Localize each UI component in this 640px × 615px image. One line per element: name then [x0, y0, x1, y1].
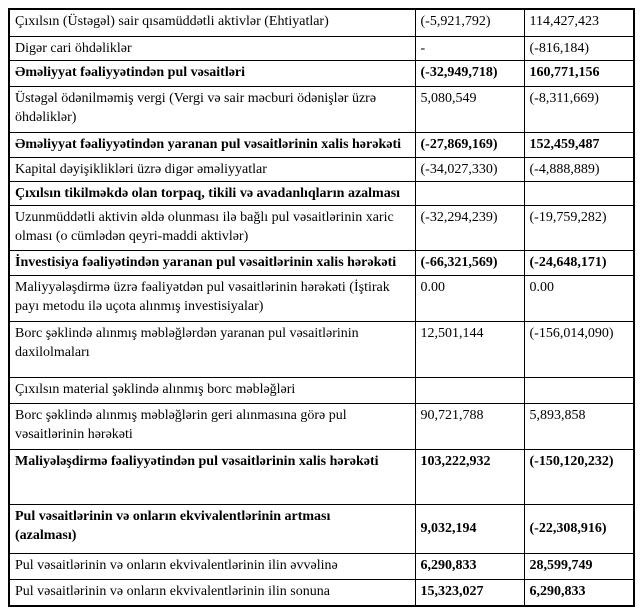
table-row: Üstəgəl ödənilməmiş vergi (Vergi və sair…	[8, 85, 635, 133]
value-col2: 152,459,487	[523, 131, 635, 158]
value-col1: 0.00	[414, 274, 525, 322]
value-col2: 6,290,833	[523, 578, 635, 607]
row-label: Pul vəsaitlərinin və onların ekvivalentl…	[8, 578, 416, 607]
value-col2: (-156,014,090)	[523, 320, 635, 378]
row-label: İnvestisiya fəaliyətindən yaranan pul və…	[8, 249, 416, 276]
table-row-total: Əməliyyat fəaliyyətindən yaranan pul vəs…	[8, 131, 635, 158]
table-row: Pul vəsaitlərinin və onların ekvivalentl…	[8, 578, 635, 607]
table-row: Çıxılsın material şəklində alınmış borc …	[8, 376, 635, 404]
table-row: Çıxılsın (Üstəgəl) sair qısamüddətli akt…	[8, 8, 635, 37]
value-col1: 15,323,027	[414, 578, 525, 607]
row-label: Pul vəsaitlərinin və onların ekvivalentl…	[8, 552, 416, 580]
row-label: Kapital dəyişiklikləri üzrə digər əməliy…	[8, 156, 416, 182]
value-col1: 103,222,932	[414, 448, 525, 505]
value-col1	[414, 180, 525, 206]
value-col2: (-150,120,232)	[523, 448, 635, 505]
table-row-section: Çıxılsın tikilməkdə olan torpaq, tikili …	[8, 180, 635, 206]
value-col1: (-32,294,239)	[414, 204, 525, 251]
table-row-total: Maliyələşdirmə fəaliyyətindən pul vəsait…	[8, 448, 635, 505]
table-row: Digər cari öhdəliklər - (-816,184)	[8, 35, 635, 61]
table-row-total: Əməliyyat fəaliyyətindən pul vəsaitləri …	[8, 59, 635, 87]
value-col1: 5,080,549	[414, 85, 525, 133]
value-col2: (-8,311,669)	[523, 85, 635, 133]
row-label: Çıxılsın (Üstəgəl) sair qısamüddətli akt…	[8, 8, 416, 37]
value-col1: 9,032,194	[414, 503, 525, 554]
value-col2: (-4,888,889)	[523, 156, 635, 182]
value-col2	[523, 180, 635, 206]
value-col2: (-22,308,916)	[523, 503, 635, 554]
value-col1	[414, 376, 525, 404]
value-col2: (-816,184)	[523, 35, 635, 61]
row-label: Digər cari öhdəliklər	[8, 35, 416, 61]
row-label: Çıxılsın tikilməkdə olan torpaq, tikili …	[8, 180, 416, 206]
value-col2: 28,599,749	[523, 552, 635, 580]
value-col1: (-66,321,569)	[414, 249, 525, 276]
row-label: Borc şəklində alınmış məbləğlərdən yaran…	[8, 320, 416, 378]
value-col2: 5,893,858	[523, 402, 635, 450]
row-label: Üstəgəl ödənilməmiş vergi (Vergi və sair…	[8, 85, 416, 133]
table-row: Borc şəklində alınmış məbləğlərin geri a…	[8, 402, 635, 450]
cash-flow-statement-table: Çıxılsın (Üstəgəl) sair qısamüddətli akt…	[8, 8, 635, 607]
value-col2: 0.00	[523, 274, 635, 322]
row-label: Çıxılsın material şəklində alınmış borc …	[8, 376, 416, 404]
table-row: Borc şəklində alınmış məbləğlərdən yaran…	[8, 320, 635, 378]
value-col1: (-27,869,169)	[414, 131, 525, 158]
row-label: Pul vəsaitlərinin və onların ekvivalentl…	[8, 503, 416, 554]
value-col1: 12,501,144	[414, 320, 525, 378]
table-row-total: Pul vəsaitlərinin və onların ekvivalentl…	[8, 503, 635, 554]
value-col1: 90,721,788	[414, 402, 525, 450]
row-label: Borc şəklində alınmış məbləğlərin geri a…	[8, 402, 416, 450]
value-col1: (-32,949,718)	[414, 59, 525, 87]
value-col1: (-34,027,330)	[414, 156, 525, 182]
value-col2: (-24,648,171)	[523, 249, 635, 276]
row-label: Maliyələşdirmə fəaliyyətindən pul vəsait…	[8, 448, 416, 505]
value-col2: 160,771,156	[523, 59, 635, 87]
table-row: Maliyyələşdirmə üzrə fəaliyətdən pul vəs…	[8, 274, 635, 322]
table-row: Uzunmüddətli aktivin əldə olunması ilə b…	[8, 204, 635, 251]
row-label: Uzunmüddətli aktivin əldə olunması ilə b…	[8, 204, 416, 251]
value-col2: (-19,759,282)	[523, 204, 635, 251]
value-col1: -	[414, 35, 525, 61]
row-label: Maliyyələşdirmə üzrə fəaliyətdən pul vəs…	[8, 274, 416, 322]
table-row: Pul vəsaitlərinin və onların ekvivalentl…	[8, 552, 635, 580]
value-col2	[523, 376, 635, 404]
row-label: Əməliyyat fəaliyyətindən pul vəsaitləri	[8, 59, 416, 87]
value-col1: 6,290,833	[414, 552, 525, 580]
value-col2: 114,427,423	[523, 8, 635, 37]
table-row-total: İnvestisiya fəaliyətindən yaranan pul və…	[8, 249, 635, 276]
row-label: Əməliyyat fəaliyyətindən yaranan pul vəs…	[8, 131, 416, 158]
table-row: Kapital dəyişiklikləri üzrə digər əməliy…	[8, 156, 635, 182]
value-col1: (-5,921,792)	[414, 8, 525, 37]
